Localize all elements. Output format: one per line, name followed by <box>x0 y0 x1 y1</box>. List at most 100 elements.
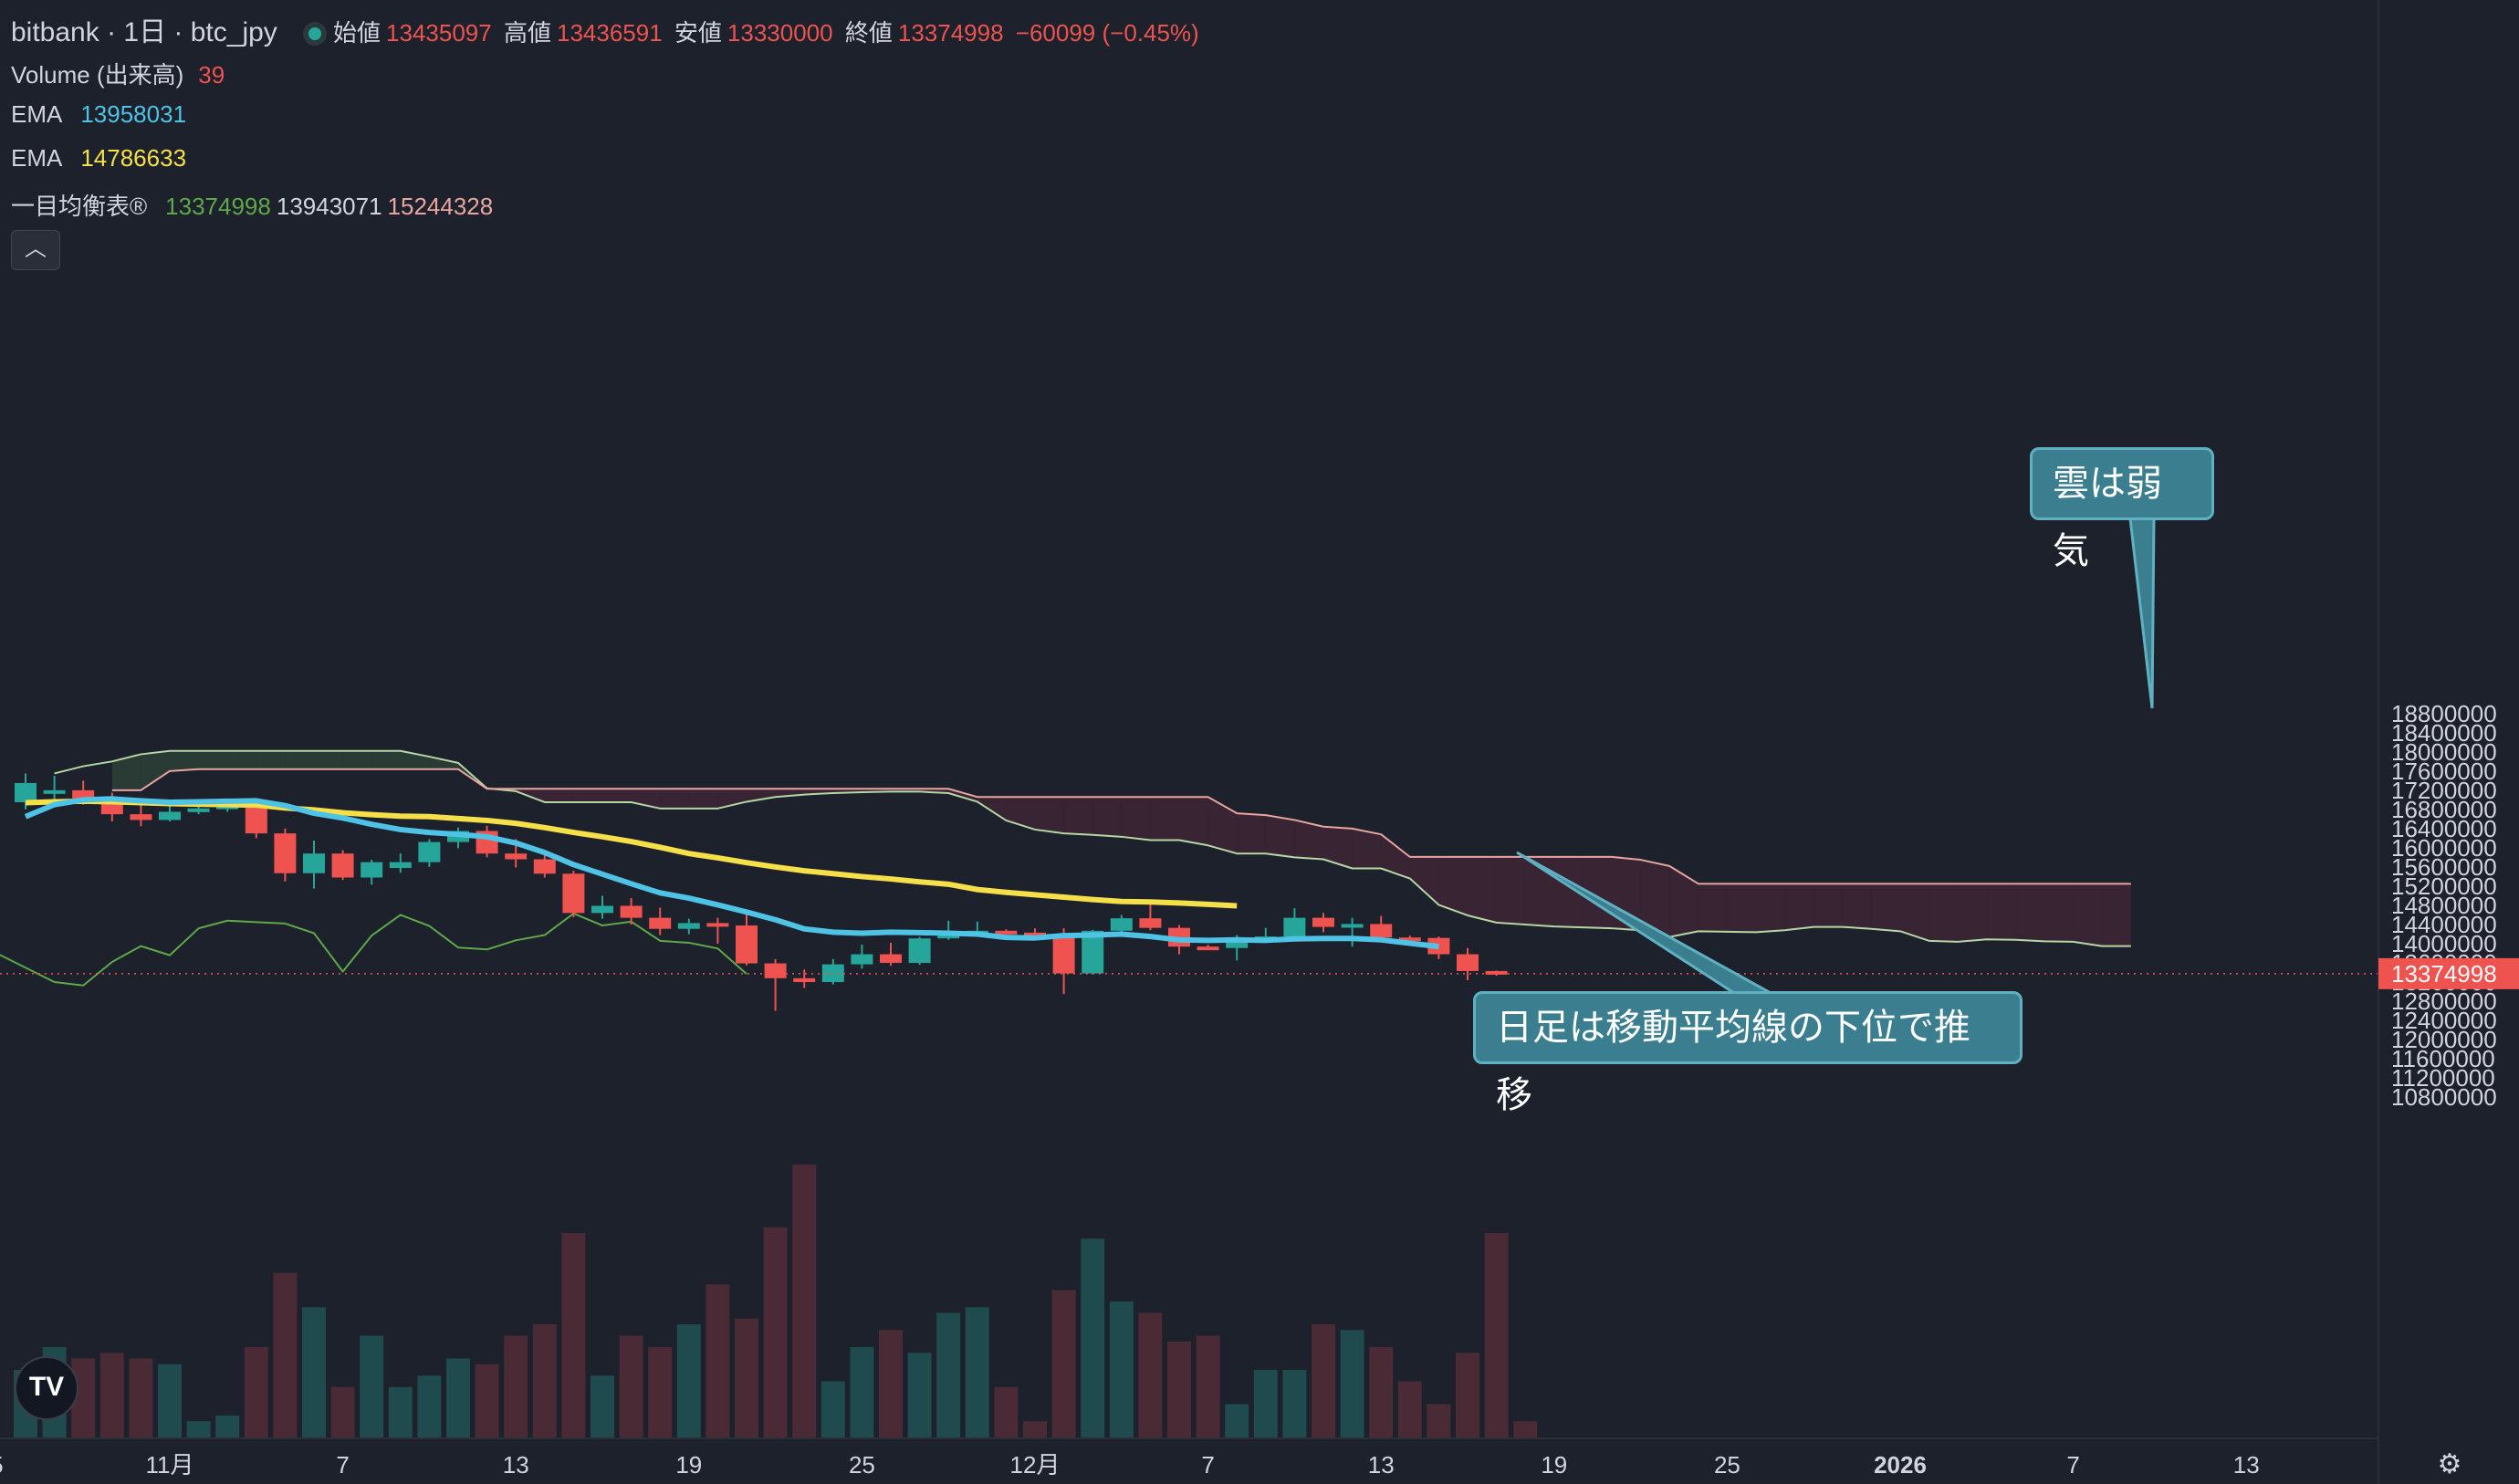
price-tick-label: 15600000 <box>2391 853 2497 881</box>
volume-bar <box>273 1272 298 1438</box>
candle-body <box>821 964 844 983</box>
cloud-segment <box>948 789 977 802</box>
cloud-segment <box>198 750 228 769</box>
volume-bar <box>1081 1238 1105 1438</box>
candle-body <box>649 917 672 929</box>
symbol-legend[interactable]: bitbank · 1日 · btc_jpy 始値 13435097 高値 1343… <box>11 9 1210 49</box>
candle-body <box>908 938 931 964</box>
volume-bar <box>215 1416 240 1438</box>
ema-fast-legend[interactable]: EMA 13958031 <box>11 100 192 129</box>
price-tick-label: 17600000 <box>2391 758 2497 785</box>
cloud-segment <box>1207 797 1238 854</box>
candle-body <box>216 805 239 810</box>
price-tick-label: 16400000 <box>2391 815 2497 842</box>
time-tick-label: 19 <box>1541 1451 1567 1479</box>
volume-bar <box>936 1312 961 1438</box>
cloud-segment <box>1294 820 1323 860</box>
time-tick-label: 25 <box>1714 1451 1740 1479</box>
time-tick-label: 11月 <box>146 1451 194 1479</box>
candle-body <box>1485 970 1508 975</box>
plot-area <box>0 749 2131 1438</box>
candle-body <box>995 930 1018 935</box>
cloud-segment <box>1698 883 1728 932</box>
volume-bar <box>1023 1421 1047 1438</box>
price-tick-label: 12400000 <box>2391 1007 2497 1034</box>
chevron-up-icon: ︿ <box>25 236 47 261</box>
cloud-segment <box>1958 883 1987 942</box>
price-tick-label: 14000000 <box>2391 930 2497 957</box>
cloud-segment <box>170 750 199 771</box>
volume-bar <box>1513 1421 1538 1438</box>
volume-bar <box>907 1353 932 1438</box>
cloud-segment <box>1842 883 1872 929</box>
ichimoku-value-3: 15244328 <box>387 193 494 220</box>
volume-bar <box>532 1324 557 1438</box>
candle-body <box>851 954 873 965</box>
settings-gear-icon[interactable]: ⚙ <box>2438 1449 2462 1479</box>
volume-bar <box>821 1381 845 1438</box>
volume-bar <box>504 1335 528 1438</box>
cloud-segment <box>660 789 689 809</box>
cloud-segment <box>1553 856 1584 928</box>
volume-bar <box>735 1318 758 1438</box>
candle-body <box>130 814 152 820</box>
candle-body <box>793 977 816 983</box>
cloud-segment <box>1352 828 1382 869</box>
collapse-legend-button[interactable]: ︿ <box>11 230 60 270</box>
volume-bar <box>561 1233 586 1438</box>
ema-fast-label: EMA <box>11 100 63 128</box>
cloud-segment <box>1409 856 1439 905</box>
candle-body <box>706 923 729 927</box>
open-label: 始値 <box>333 19 382 47</box>
volume-bar <box>302 1307 326 1438</box>
cloud-segment <box>717 789 747 809</box>
volume-value: 39 <box>198 61 225 89</box>
symbol-title[interactable]: bitbank · 1日 · btc_jpy <box>11 17 277 47</box>
volume-bar <box>792 1165 817 1438</box>
candle-body <box>1226 939 1249 948</box>
ema-slow-legend[interactable]: EMA 14786633 <box>11 144 192 172</box>
callout-daily: 日足は移動平均線の下位で推移 <box>1473 991 2023 1115</box>
candle-body <box>418 841 441 862</box>
time-tick-label: 7 <box>2066 1451 2079 1479</box>
volume-legend[interactable]: Volume (出来高) 39 <box>11 57 230 90</box>
candle-body <box>1398 937 1421 942</box>
price-tick-label: 14400000 <box>2391 911 2497 938</box>
candle-body <box>303 853 325 873</box>
candle-body <box>1457 954 1479 971</box>
volume-bar <box>850 1347 874 1438</box>
price-tick-label: 15200000 <box>2391 873 2497 900</box>
cloud-segment <box>977 797 1007 820</box>
ichimoku-legend[interactable]: 一目均衡表® 13374998 13943071 15244328 <box>11 188 498 222</box>
candle-body <box>159 811 181 820</box>
cloud-segment <box>1813 883 1843 927</box>
time-tick-label: 5 <box>0 1451 4 1479</box>
candle-body <box>187 808 210 812</box>
volume-bar <box>1427 1404 1451 1438</box>
volume-bar <box>619 1335 643 1438</box>
cloud-segment <box>1323 826 1353 869</box>
ema-fast-value: 13958031 <box>80 100 187 128</box>
volume-label: Volume (出来高) <box>11 61 184 89</box>
candle-body <box>1024 932 1046 937</box>
volume-bar <box>388 1386 413 1438</box>
volume-bar <box>475 1364 499 1438</box>
cloud-segment <box>602 789 632 802</box>
candle-body <box>764 963 787 978</box>
tradingview-logo-icon[interactable]: TV <box>15 1356 78 1420</box>
volume-bar <box>1051 1290 1076 1438</box>
cloud-segment <box>1756 883 1785 933</box>
chikou-span-line <box>0 912 747 987</box>
price-tick-label: 18800000 <box>2391 700 2497 727</box>
cloud-segment <box>2102 883 2131 946</box>
cloud-segment <box>1525 856 1554 927</box>
candle-body <box>274 833 297 873</box>
cloud-segment <box>1237 813 1266 854</box>
ema-slow-label: EMA <box>11 144 63 172</box>
time-tick-label: 7 <box>1201 1451 1214 1479</box>
time-tick-label: 13 <box>1368 1451 1395 1479</box>
time-tick-label: 13 <box>2233 1451 2260 1479</box>
volume-bar <box>360 1335 384 1438</box>
cloud-segment <box>1669 865 1698 937</box>
